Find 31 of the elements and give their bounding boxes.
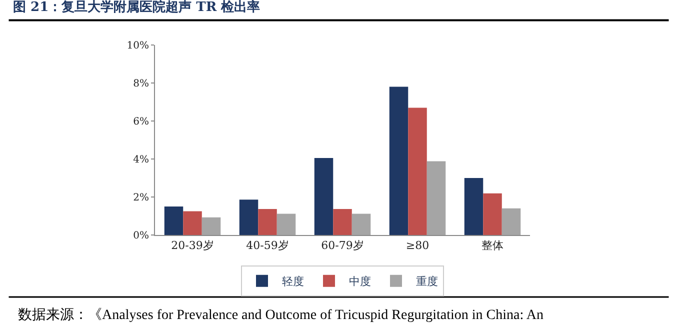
bar: [258, 208, 277, 235]
y-tick-label: 0%: [133, 230, 149, 242]
y-tick-label: 8%: [133, 78, 149, 90]
x-tick-label: 60-79岁: [321, 239, 364, 252]
bar: [426, 161, 446, 235]
legend-label: 轻度: [282, 275, 304, 288]
bar: [202, 217, 221, 235]
bar: [276, 214, 296, 235]
bar: [502, 208, 521, 235]
bar: [314, 158, 334, 235]
bar: [352, 214, 371, 235]
bar: [164, 206, 184, 235]
legend-label: 重度: [416, 275, 438, 288]
x-tick-label: 40-59岁: [246, 239, 289, 252]
legend-label: 中度: [349, 275, 371, 288]
bar: [464, 178, 484, 235]
x-tick-label: 整体: [482, 239, 504, 252]
y-tick-label: 10%: [126, 40, 149, 52]
bar: [333, 208, 352, 235]
y-tick-label: 6%: [133, 116, 149, 128]
bar: [183, 211, 202, 235]
y-tick-label: 2%: [133, 192, 149, 204]
bar: [483, 193, 502, 235]
source-note: 数据来源：《Analyses for Prevalence and Outcome of Tricuspid Regurgitation in China: An: [18, 307, 544, 323]
x-tick-label: 20-39岁: [171, 239, 214, 252]
x-tick-label: ≥80: [406, 239, 430, 252]
bar: [389, 86, 408, 235]
y-tick-label: 4%: [133, 154, 149, 166]
bar: [408, 108, 427, 235]
chart-title: 图 21：复旦大学附属医院超声 TR 检出率: [13, 0, 260, 15]
bar: [239, 200, 258, 235]
